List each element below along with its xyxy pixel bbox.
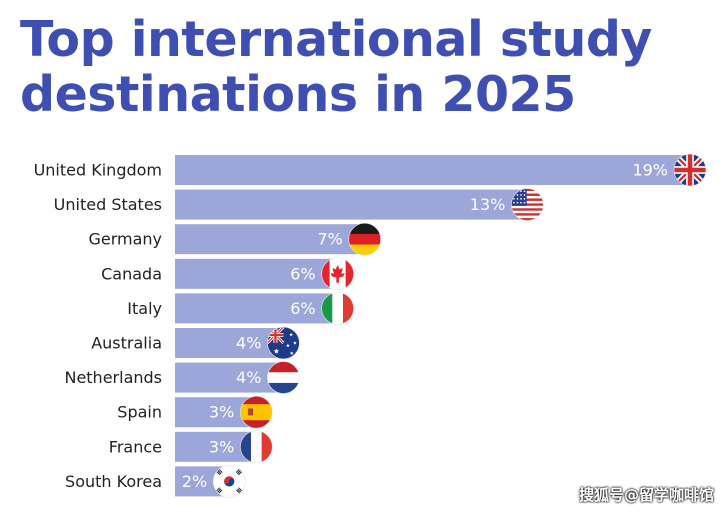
us-flag-icon <box>511 188 544 221</box>
value-label: 7% <box>317 230 342 249</box>
value-label: 3% <box>209 403 234 422</box>
canada-flag-icon <box>321 257 354 291</box>
bar <box>175 258 338 289</box>
value-label: 13% <box>470 195 506 214</box>
value-label: 6% <box>290 299 315 318</box>
value-label: 6% <box>290 264 315 283</box>
chart-title: Top international study destinations in … <box>20 12 710 122</box>
category-label: United Kingdom <box>34 161 162 180</box>
netherlands-flag-icon <box>267 361 300 394</box>
bar <box>175 189 528 220</box>
germany-flag-icon <box>348 222 382 256</box>
uk-flag-icon <box>673 153 707 187</box>
category-label: Netherlands <box>64 368 162 387</box>
value-label: 4% <box>236 334 261 353</box>
france-flag-icon <box>239 430 273 464</box>
australia-flag-icon <box>267 326 300 360</box>
category-label: Germany <box>88 230 162 249</box>
south-korea-flag-icon <box>212 465 246 498</box>
bar <box>175 328 284 358</box>
chart-title-line-2: destinations in 2025 <box>20 66 576 123</box>
value-label: 19% <box>632 161 668 180</box>
bar <box>175 224 365 255</box>
italy-flag-icon <box>321 292 354 325</box>
category-label: Australia <box>91 334 162 353</box>
value-label: 2% <box>182 472 207 491</box>
bar <box>175 362 284 393</box>
bar <box>175 155 690 185</box>
spain-flag-icon <box>239 395 273 429</box>
category-label: Canada <box>101 264 162 283</box>
bar <box>175 293 338 324</box>
category-label: South Korea <box>65 472 162 491</box>
watermark: 搜狐号@留学咖啡馆 <box>578 486 714 504</box>
category-label: France <box>109 437 162 456</box>
category-label: United States <box>54 195 162 214</box>
chart-title-line-1: Top international study <box>20 11 652 68</box>
category-label: Italy <box>127 299 162 318</box>
value-label: 3% <box>209 437 234 456</box>
category-label: Spain <box>117 403 162 422</box>
value-label: 4% <box>236 368 261 387</box>
